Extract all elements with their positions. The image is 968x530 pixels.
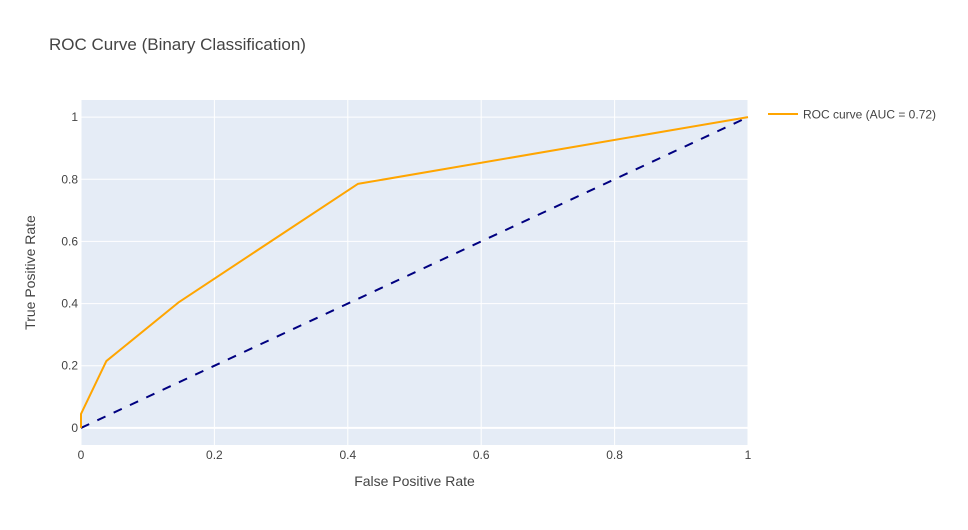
diagonal-reference-line: [80, 116, 749, 429]
y-tick-label: 0.4: [61, 297, 78, 311]
x-tick-label: 0.6: [473, 448, 490, 462]
x-tick-label: 0.8: [606, 448, 623, 462]
x-axis-title: False Positive Rate: [354, 473, 475, 489]
y-axis-title: True Positive Rate: [22, 215, 38, 330]
x-tick-label: 0.2: [206, 448, 223, 462]
y-tick-label: 1: [71, 110, 78, 124]
y-tick-label: 0.6: [61, 234, 78, 248]
y-tick-label: 0.2: [61, 359, 78, 373]
axis-ticks: 0 0.2 0.4 0.6 0.8 1 0 0.2 0.4 0.6 0.8 1: [61, 110, 751, 462]
series-layer: [80, 116, 749, 429]
x-tick-label: 0: [78, 448, 85, 462]
y-tick-label: 0: [71, 421, 78, 435]
y-tick-label: 0.8: [61, 172, 78, 186]
chart-title: ROC Curve (Binary Classification): [49, 35, 306, 54]
roc-curve-line: [80, 116, 749, 428]
legend[interactable]: ROC curve (AUC = 0.72): [768, 108, 936, 122]
x-tick-label: 1: [745, 448, 752, 462]
legend-label: ROC curve (AUC = 0.72): [803, 108, 936, 122]
grid-lines: [80, 100, 749, 445]
x-tick-label: 0.4: [339, 448, 356, 462]
